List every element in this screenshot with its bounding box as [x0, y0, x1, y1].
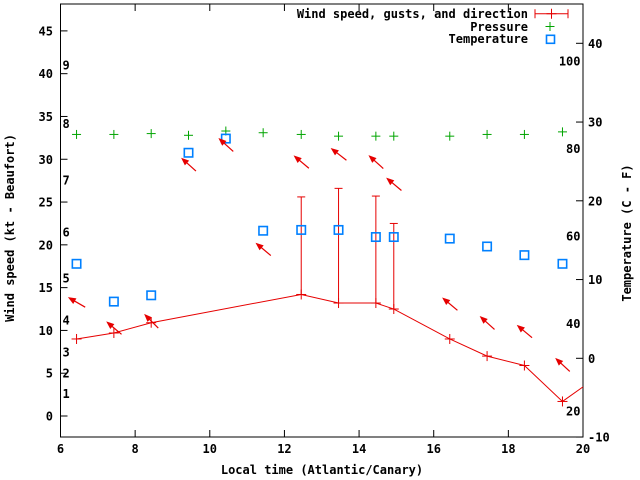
fahrenheit-label: 60: [566, 229, 580, 243]
y-left-tick-label: 30: [39, 153, 53, 167]
wind-direction-arrow-head: [181, 157, 190, 166]
wind-direction-arrow-head: [255, 242, 264, 251]
beaufort-label: 5: [63, 272, 70, 286]
y-left-tick-label: 0: [46, 410, 53, 424]
y-right-tick-label: 30: [588, 116, 602, 130]
wind-direction-arrow-head: [386, 177, 395, 186]
legend-row-wind: Wind speed, gusts, and direction: [297, 8, 528, 21]
y-left-tick-label: 25: [39, 196, 53, 210]
wind-direction-arrow-head: [218, 138, 227, 146]
plot-border: [60, 3, 584, 438]
beaufort-label: 9: [63, 59, 70, 73]
beaufort-label: 7: [63, 173, 70, 187]
y-right-tick-label: 0: [588, 352, 595, 366]
wind-direction-arrow-head: [479, 316, 488, 324]
temperature-point: [146, 290, 157, 301]
beaufort-label: 3: [63, 345, 70, 359]
temperature-point: [71, 258, 82, 269]
temperature-point: [296, 224, 307, 235]
y-right-tick-label: 10: [588, 273, 602, 287]
x-tick-label: 6: [57, 442, 64, 456]
y-left-tick-label: 35: [39, 110, 53, 124]
wind-direction-arrow-head: [67, 297, 77, 304]
wind-series-line: [76, 293, 584, 403]
temperature-point: [183, 147, 194, 158]
y-left-tick-label: 10: [39, 324, 53, 338]
y-left-tick-label: 45: [39, 24, 53, 38]
temperature-point: [557, 258, 568, 269]
y-right-tick-label: 20: [588, 194, 602, 208]
y-left-tick-label: 15: [39, 281, 53, 295]
beaufort-label: 6: [63, 226, 70, 240]
wind-direction-arrow-head: [516, 324, 525, 333]
x-tick-label: 16: [426, 442, 440, 456]
temperature-point: [482, 241, 493, 252]
temperature-point: [220, 133, 231, 144]
fahrenheit-label: 20: [566, 404, 580, 418]
x-tick-label: 12: [277, 442, 291, 456]
temperature-point: [444, 233, 455, 244]
y-left-tick-label: 20: [39, 238, 53, 252]
x-tick-label: 18: [501, 442, 515, 456]
legend-wind-label: Wind speed, gusts, and direction: [296, 7, 528, 21]
y-left-axis-title: Wind speed (kt - Beaufort): [3, 134, 17, 322]
temperature-point: [333, 224, 344, 235]
beaufort-label: 8: [63, 117, 70, 131]
x-tick-label: 20: [576, 442, 590, 456]
legend-row-pressure: Pressure: [470, 21, 528, 34]
wind-direction-arrow-head: [555, 357, 564, 366]
temperature-legend-symbol: [545, 34, 556, 45]
y-right-tick-label: 40: [588, 37, 602, 51]
legend-pressure-label: Pressure: [470, 20, 528, 34]
legend-temperature-label: Temperature: [448, 32, 528, 46]
temperature-point: [370, 232, 381, 243]
wind-direction-arrow-head: [368, 155, 377, 163]
x-tick-label: 8: [132, 442, 139, 456]
wind-direction-arrow-head: [330, 147, 339, 156]
beaufort-label: 2: [63, 367, 70, 381]
x-tick-label: 14: [352, 442, 366, 456]
x-axis-title: Local time (Atlantic/Canary): [220, 463, 424, 477]
fahrenheit-label: 80: [566, 142, 580, 156]
temperature-point: [258, 225, 269, 236]
wind-direction-arrow-head: [442, 297, 451, 306]
fahrenheit-label: 100: [559, 54, 581, 68]
fahrenheit-label: 40: [566, 317, 580, 331]
beaufort-label: 1: [63, 387, 70, 401]
temperature-point: [388, 232, 399, 243]
y-right-axis-title: Temperature (C - F): [620, 164, 634, 302]
y-left-tick-label: 40: [39, 67, 53, 81]
y-left-tick-label: 5: [46, 367, 53, 381]
y-right-tick-label: -10: [588, 431, 610, 445]
beaufort-label: 4: [63, 314, 70, 328]
legend-row-temperature: Temperature: [449, 33, 528, 46]
temperature-point: [519, 250, 530, 261]
wind-direction-arrow-head: [293, 155, 302, 163]
temperature-point: [108, 296, 119, 307]
wind-direction-arrow-head: [144, 313, 153, 322]
wind-direction-arrow-head: [106, 321, 115, 330]
x-tick-label: 10: [203, 442, 217, 456]
